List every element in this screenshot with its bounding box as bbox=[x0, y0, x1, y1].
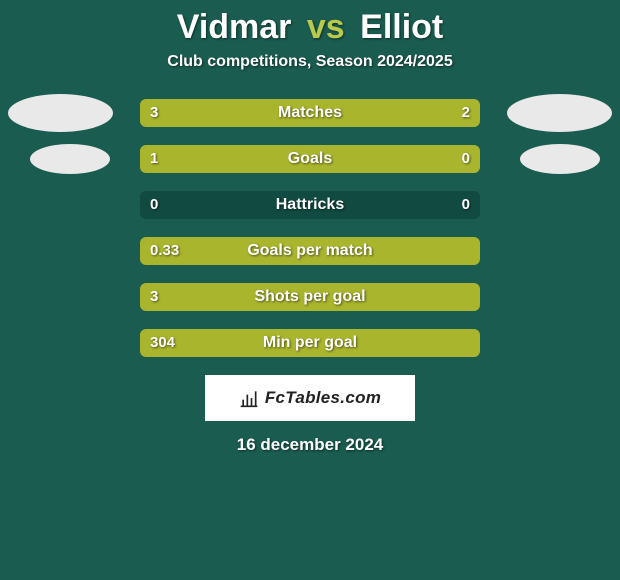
stat-row: Hattricks00 bbox=[0, 191, 620, 219]
player-right-avatar bbox=[520, 144, 600, 174]
page-title: Vidmar vs Elliot bbox=[0, 0, 620, 47]
stat-bar-track bbox=[140, 283, 480, 311]
stat-bar-left bbox=[140, 237, 480, 265]
stat-row: Shots per goal3 bbox=[0, 283, 620, 311]
stat-row: Goals10 bbox=[0, 145, 620, 173]
player-right-avatar bbox=[507, 94, 612, 132]
subtitle: Club competitions, Season 2024/2025 bbox=[0, 53, 620, 71]
stat-row: Min per goal304 bbox=[0, 329, 620, 357]
watermark: FcTables.com bbox=[205, 375, 415, 421]
stat-bar-right bbox=[398, 145, 480, 173]
stats-container: Matches32 Goals10 Hattricks00 Goals per mat… bbox=[0, 99, 620, 357]
stat-bar-track bbox=[140, 99, 480, 127]
comparison-card: Vidmar vs Elliot Club competitions, Seas… bbox=[0, 0, 620, 580]
generated-date: 16 december 2024 bbox=[0, 435, 620, 455]
player-left-avatar bbox=[8, 94, 113, 132]
stat-bar-left bbox=[140, 99, 344, 127]
stat-bar-track bbox=[140, 191, 480, 219]
player-right-name: Elliot bbox=[360, 8, 443, 46]
player-left-name: Vidmar bbox=[177, 8, 292, 46]
stat-bar-left bbox=[140, 283, 480, 311]
stat-bar-track bbox=[140, 145, 480, 173]
stat-bar-track bbox=[140, 237, 480, 265]
stat-bar-left bbox=[140, 329, 480, 357]
stat-bar-right bbox=[344, 99, 480, 127]
stat-row: Matches32 bbox=[0, 99, 620, 127]
player-left-avatar bbox=[30, 144, 110, 174]
stat-bar-track bbox=[140, 329, 480, 357]
fctables-logo-icon bbox=[239, 388, 259, 408]
watermark-text: FcTables.com bbox=[265, 388, 381, 408]
title-vs: vs bbox=[307, 8, 345, 46]
stat-row: Goals per match0.33 bbox=[0, 237, 620, 265]
stat-bar-left bbox=[140, 145, 398, 173]
